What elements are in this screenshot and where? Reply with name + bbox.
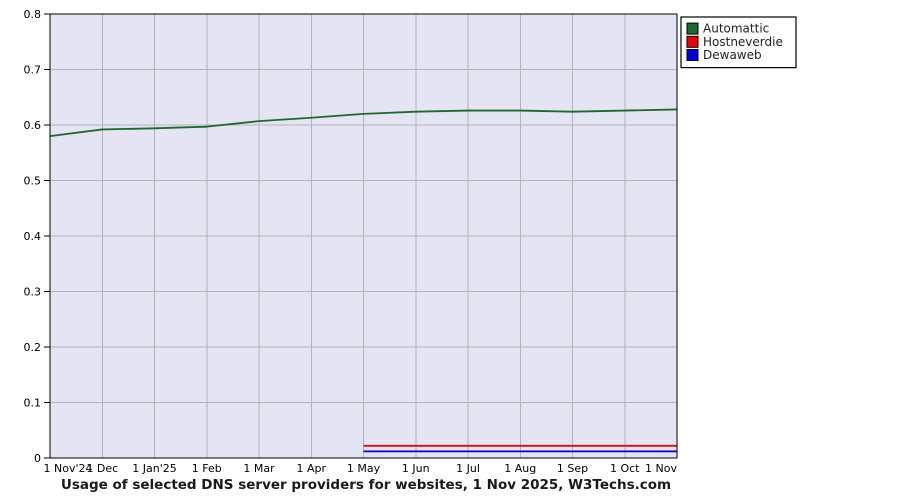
x-axis-tick-label: 1 Nov (645, 462, 677, 475)
series-line-automattic (49, 108, 678, 137)
x-axis-tick-label: 1 Dec (86, 462, 118, 475)
y-axis-tick-label: 0.6 (24, 119, 42, 132)
grid-lines (50, 13, 678, 459)
chart-title: Usage of selected DNS server providers f… (61, 477, 671, 493)
y-axis-tick-label: 0.2 (24, 341, 42, 354)
legend-swatch-automattic (686, 22, 699, 35)
y-axis-tick-label: 0 (34, 452, 41, 465)
x-axis-tick-label: 1 Apr (296, 462, 326, 475)
y-axis: 0 0.1 0.2 0.3 0.4 0.5 0.6 0.7 0.8 (24, 8, 51, 465)
legend-label-dewaweb: Dewaweb (703, 48, 762, 62)
legend-label-hostneverdie: Hostneverdie (703, 35, 783, 49)
x-axis-tick-label: 1 Mar (243, 462, 275, 475)
x-axis-tick-label: 1 Jun (402, 462, 430, 475)
x-axis-tick-label: 1 Oct (610, 462, 640, 475)
y-axis-tick-label: 0.1 (24, 397, 42, 410)
y-axis-tick-label: 0.3 (24, 286, 42, 299)
series-lines (49, 108, 678, 453)
x-axis-tick-label: 1 Aug (504, 462, 536, 475)
x-axis-tick-label: 1 Feb (192, 462, 222, 475)
x-axis-tick-label: 1 Sep (557, 462, 588, 475)
x-axis-tick-label: 1 Jan'25 (132, 462, 176, 475)
y-axis-tick-label: 0.7 (24, 64, 42, 77)
legend-swatch-hostneverdie (686, 35, 699, 48)
x-axis-tick-label: 1 May (347, 462, 381, 475)
x-axis-tick-label: 1 Nov'24 (44, 462, 93, 475)
x-axis-tick-label: 1 Jul (456, 462, 480, 475)
y-axis-tick-label: 0.5 (24, 175, 42, 188)
legend-label-automattic: Automattic (703, 22, 769, 36)
y-axis-tick-label: 0.4 (24, 230, 42, 243)
y-axis-tick-label: 0.8 (24, 8, 42, 21)
x-axis: 1 Nov'241 Dec 1 Jan'25 1 Feb 1 Mar 1 Apr 1 Ma… (44, 457, 677, 475)
legend-swatch-dewaweb (686, 49, 699, 61)
